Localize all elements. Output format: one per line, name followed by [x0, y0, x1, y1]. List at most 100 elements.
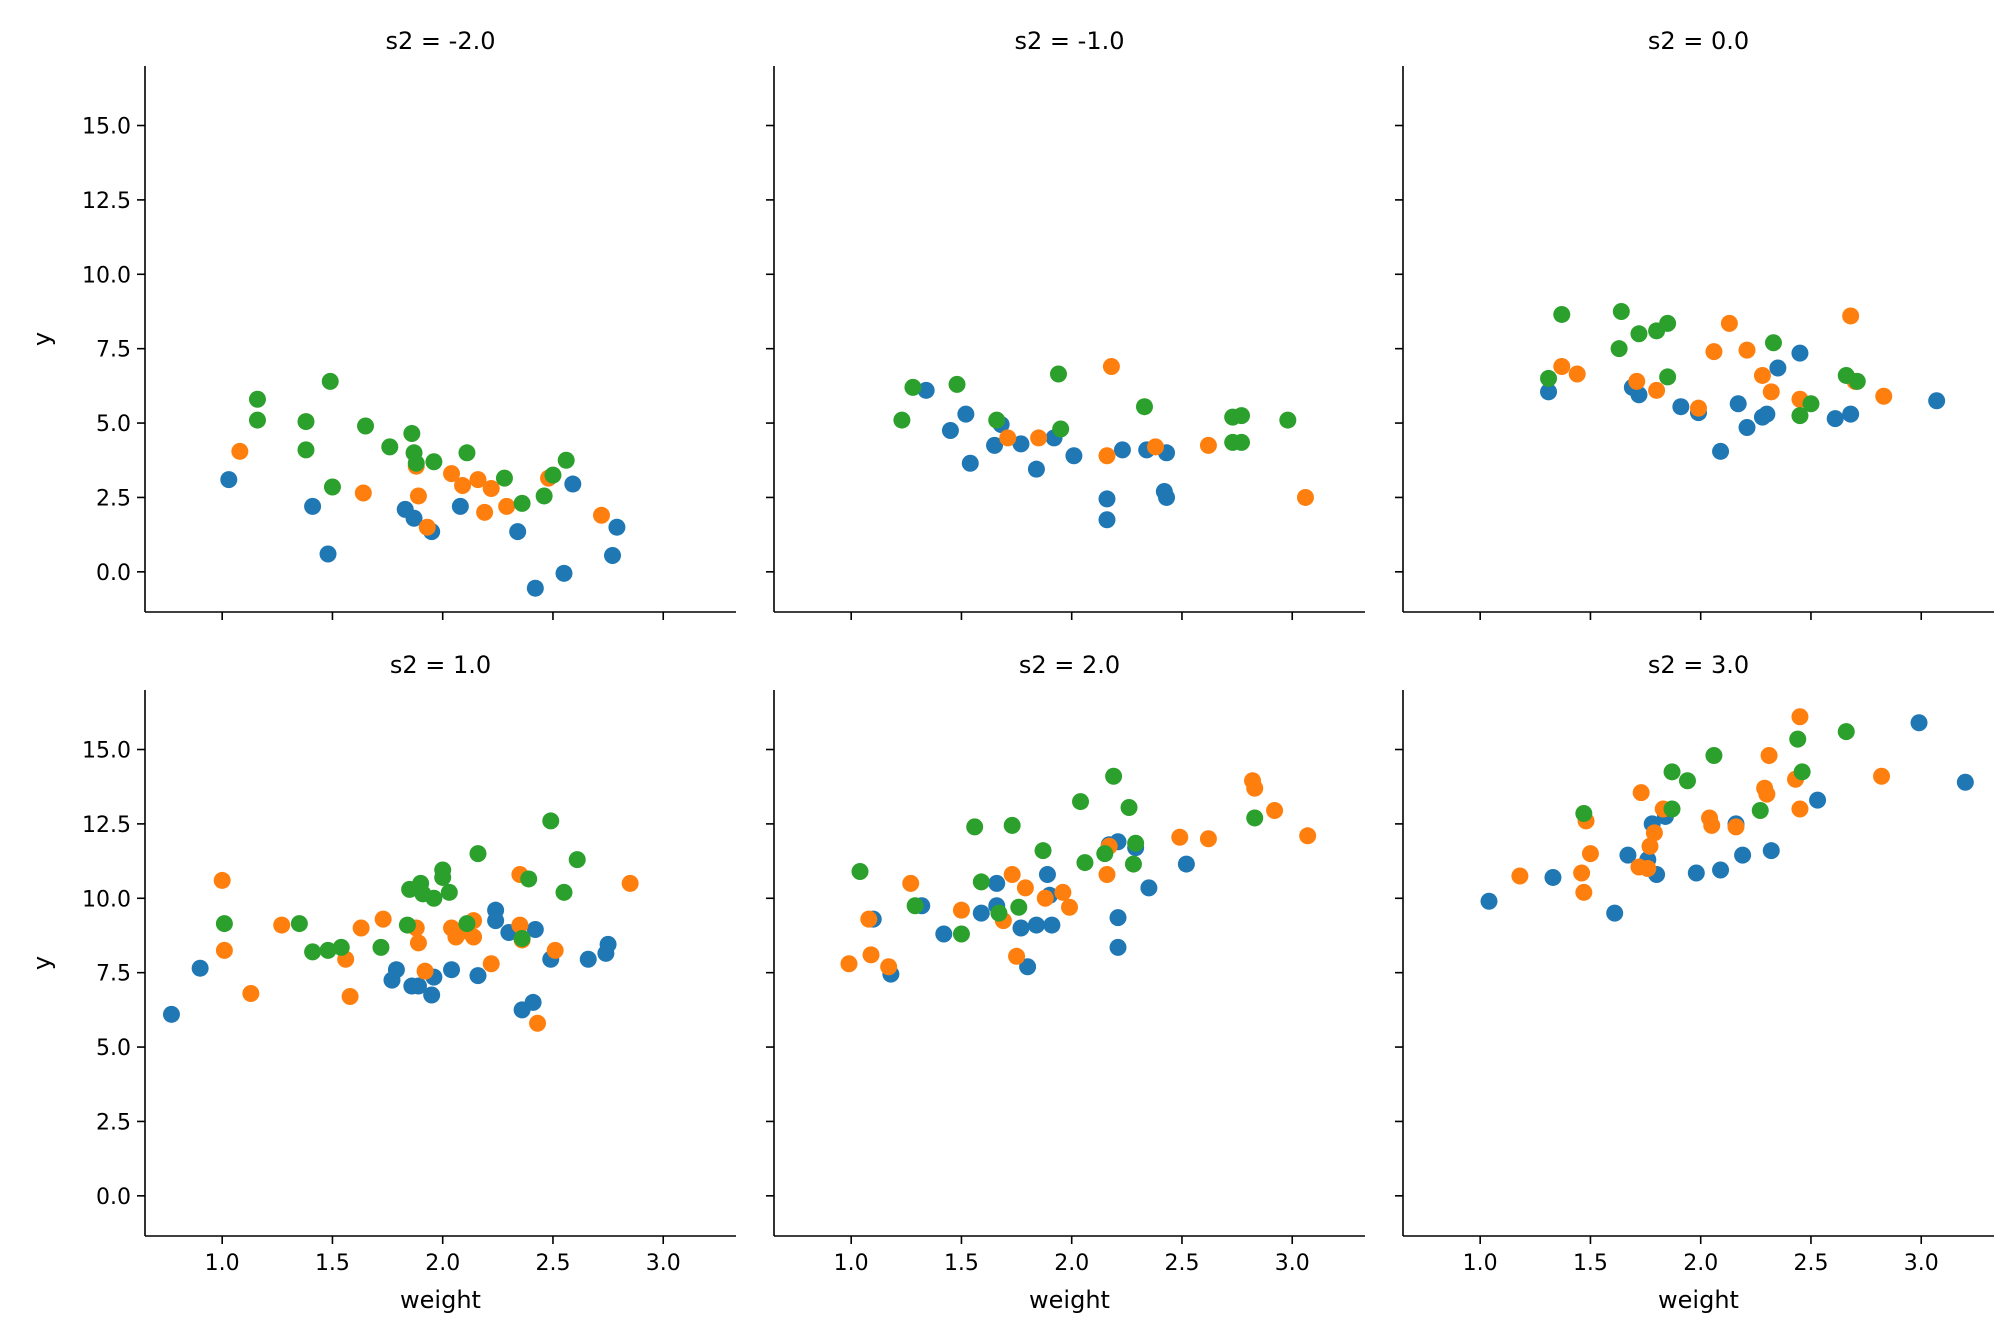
data-point: [1678, 772, 1696, 790]
data-point: [1127, 834, 1145, 852]
data-point: [498, 497, 516, 515]
data-point: [1246, 809, 1264, 827]
data-point: [990, 904, 1008, 922]
x-tick-label: 2.0: [1683, 1251, 1718, 1276]
data-point: [162, 1005, 180, 1023]
panel-title: s2 = 3.0: [1648, 651, 1749, 679]
data-point: [555, 564, 573, 582]
data-point: [509, 523, 527, 541]
data-point: [434, 868, 452, 886]
panel-title: s2 = -1.0: [1015, 27, 1125, 55]
data-point: [1758, 785, 1776, 803]
x-tick-label: 1.0: [1463, 1251, 1498, 1276]
data-point: [1296, 488, 1314, 506]
y-axis-label: y: [28, 956, 56, 970]
data-point: [860, 910, 878, 928]
data-point: [1036, 889, 1054, 907]
data-point: [354, 484, 372, 502]
data-point: [1003, 816, 1021, 834]
data-point: [1873, 767, 1891, 785]
x-axis-label: weight: [1658, 1286, 1739, 1314]
y-axis-label: y: [28, 332, 56, 346]
data-point: [1072, 793, 1090, 811]
data-point: [1791, 407, 1809, 425]
data-point: [215, 915, 233, 933]
data-point: [1734, 846, 1752, 864]
data-point: [458, 444, 476, 462]
data-point: [904, 378, 922, 396]
data-point: [568, 851, 586, 869]
data-point: [1628, 372, 1646, 390]
data-point: [1630, 325, 1648, 343]
data-point: [1544, 868, 1562, 886]
x-tick-label: 3.0: [1904, 1251, 1939, 1276]
data-point: [1705, 343, 1723, 361]
data-point: [403, 424, 421, 442]
data-point: [1003, 865, 1021, 883]
panel-3: s2 = 0.0: [1395, 27, 1994, 620]
y-tick-label: 10.0: [82, 263, 131, 288]
data-point: [1703, 816, 1721, 834]
y-tick-label: 12.5: [82, 813, 131, 838]
data-point: [304, 497, 322, 515]
data-point: [1010, 898, 1028, 916]
data-point: [1054, 883, 1072, 901]
data-point: [1098, 447, 1116, 465]
data-point: [1612, 302, 1630, 320]
data-point: [213, 871, 231, 889]
x-tick-label: 1.5: [944, 1251, 979, 1276]
data-point: [1729, 395, 1747, 413]
data-point: [557, 451, 575, 469]
data-point: [1842, 307, 1860, 325]
panel-2: s2 = -1.0: [766, 27, 1365, 620]
data-point: [1279, 411, 1297, 429]
x-tick-label: 2.5: [535, 1251, 570, 1276]
data-point: [1762, 842, 1780, 860]
data-point: [1764, 334, 1782, 352]
y-tick-label: 10.0: [82, 887, 131, 912]
data-point: [469, 967, 487, 985]
data-point: [1027, 460, 1045, 478]
data-point: [443, 961, 461, 979]
data-point: [526, 921, 544, 939]
x-tick-label: 2.5: [1164, 1251, 1199, 1276]
data-point: [220, 471, 238, 489]
data-point: [1540, 383, 1558, 401]
y-tick-label: 2.5: [96, 1110, 131, 1135]
data-point: [1061, 898, 1078, 916]
data-point: [988, 874, 1006, 892]
data-point: [941, 421, 959, 439]
data-point: [425, 889, 443, 907]
data-point: [425, 453, 443, 471]
panel-title: s2 = 0.0: [1648, 27, 1749, 55]
data-point: [948, 375, 966, 393]
data-point: [1065, 447, 1083, 465]
data-point: [529, 1014, 547, 1032]
panel-title: s2 = -2.0: [386, 27, 496, 55]
data-point: [407, 454, 425, 472]
data-point: [1012, 435, 1030, 453]
y-tick-label: 15.0: [82, 739, 131, 764]
data-point: [1012, 919, 1030, 937]
data-point: [952, 925, 970, 943]
data-point: [352, 919, 370, 937]
series-3: [1540, 302, 1866, 425]
data-point: [966, 818, 984, 836]
data-point: [231, 442, 249, 460]
series-3: [248, 372, 575, 512]
data-point: [465, 928, 483, 946]
data-point: [1663, 763, 1681, 781]
data-point: [451, 497, 469, 515]
data-point: [544, 466, 562, 484]
data-point: [1511, 867, 1529, 885]
data-point: [1791, 708, 1809, 726]
data-point: [511, 916, 529, 934]
data-point: [902, 874, 920, 892]
panel-title: s2 = 2.0: [1019, 651, 1120, 679]
data-point: [1705, 746, 1723, 764]
data-point: [599, 935, 617, 953]
data-point: [1177, 855, 1195, 873]
y-tick-label: 0.0: [96, 1185, 131, 1210]
data-point: [542, 812, 560, 830]
